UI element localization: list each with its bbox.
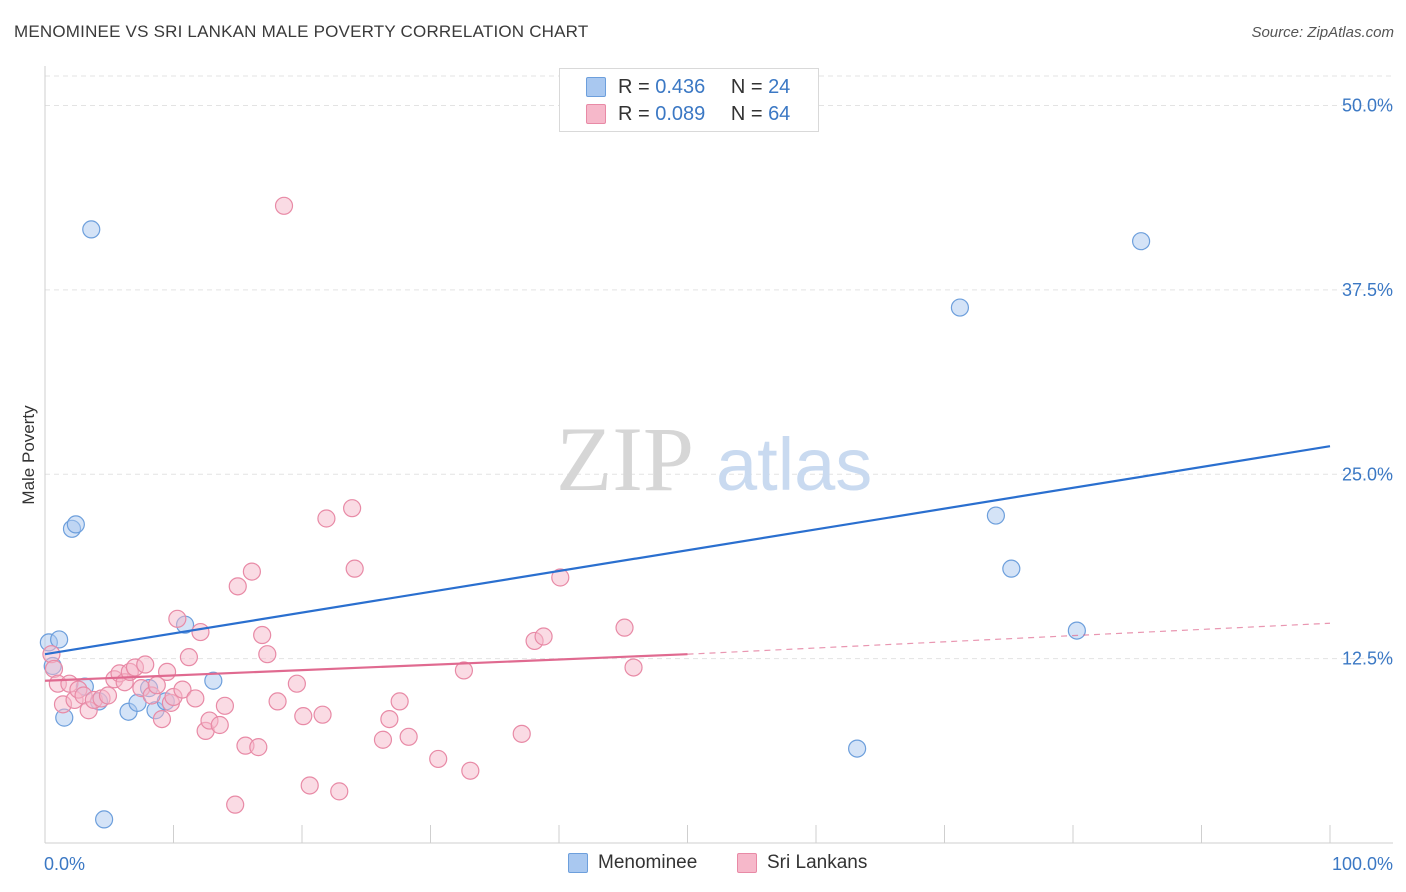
- sri-lankan-point: [173, 680, 192, 699]
- legend-row-sri-lankans: R = 0.089 N = 64: [586, 102, 790, 126]
- sri-lankan-point: [373, 730, 393, 749]
- menominee-point: [986, 506, 1006, 525]
- x-tick-label: 0.0%: [44, 854, 85, 874]
- bottom-legend-menominee: Menominee: [568, 852, 697, 874]
- legend-n-value: 24: [768, 75, 791, 98]
- sri-lankan-point: [191, 622, 210, 642]
- sri-lankan-point: [512, 724, 531, 743]
- bottom-legend-label-menominee: Menominee: [598, 852, 698, 873]
- bottom-legend-sri-lankans: Sri Lankans: [737, 852, 867, 874]
- legend-r-label: R =: [618, 75, 650, 98]
- bottom-swatch-sri-lankans: [737, 853, 757, 873]
- sri-lankan-point: [179, 648, 199, 667]
- points-layer: [39, 196, 1151, 829]
- menominee-point: [1132, 232, 1151, 251]
- menominee-point: [95, 810, 114, 829]
- sri-lankan-point: [294, 707, 313, 726]
- sri-lankan-point: [215, 696, 234, 715]
- menominee-point: [50, 630, 69, 649]
- sri-lankan-point: [461, 761, 480, 780]
- sri-lankan-point: [186, 689, 205, 708]
- sri-lankan-point: [624, 658, 643, 677]
- y-tick-label: 50.0%: [1342, 96, 1393, 116]
- sri-lankan-point: [157, 662, 177, 682]
- y-tick-label: 12.5%: [1342, 649, 1393, 669]
- bottom-legend-label-sri-lankans: Sri Lankans: [767, 852, 868, 873]
- watermark: ZIP atlas: [556, 408, 872, 510]
- watermark-atlas: atlas: [716, 423, 872, 506]
- y-tick-label: 37.5%: [1342, 280, 1393, 300]
- sri-lankan-point: [253, 625, 272, 645]
- menominee-point: [204, 671, 223, 690]
- trend-layer: [44, 445, 1331, 682]
- sri-lankan-point: [228, 577, 247, 596]
- sri-lankan-point: [615, 618, 634, 637]
- legend-row-menominee: R = 0.436 N = 24: [586, 75, 790, 99]
- sri-lankan-point: [330, 782, 349, 801]
- sri-lankan-point: [152, 709, 172, 729]
- axis-layer: [44, 66, 1393, 844]
- sri-lankan-point: [249, 738, 268, 757]
- sri-lankan-point: [168, 609, 187, 628]
- sri-lankan-point: [313, 705, 332, 724]
- sri-lankan-point: [98, 686, 118, 705]
- legend-n-label: N =: [730, 75, 763, 98]
- legend-r-value: 0.436: [655, 75, 706, 98]
- sri-lankan-point: [136, 655, 155, 674]
- sri-lankan-point: [454, 661, 474, 680]
- sri-lankan-point: [317, 509, 336, 528]
- sri-lankan-point: [429, 749, 448, 769]
- sri-lankan-point: [343, 499, 362, 518]
- sri-lankan-point: [287, 674, 306, 693]
- sri-lankan-point: [300, 776, 319, 795]
- sri-lankan-point: [534, 627, 553, 646]
- sri-lankan-point: [258, 645, 277, 664]
- legend-n-label: N =: [730, 102, 763, 125]
- menominee-trend-line: [44, 445, 1331, 656]
- sri-lankan-point: [551, 568, 570, 587]
- bottom-swatch-menominee: [568, 853, 588, 873]
- sri-lankan-point: [274, 196, 294, 215]
- legend-swatch-sri-lankans: [586, 104, 606, 124]
- menominee-point: [1067, 621, 1086, 640]
- chart-source: Source: ZipAtlas.com: [1251, 24, 1394, 41]
- chart-title: MENOMINEE VS SRI LANKAN MALE POVERTY COR…: [14, 22, 589, 41]
- sri-lankan-point: [242, 562, 261, 581]
- x-tick-label: 100.0%: [1332, 854, 1393, 874]
- sri-lankan-trend-extension: [687, 622, 1331, 655]
- legend-r-label: R =: [618, 102, 650, 125]
- sri-lankan-point: [268, 692, 287, 711]
- watermark-zip: ZIP: [556, 408, 694, 510]
- menominee-point: [848, 739, 867, 758]
- legend-swatch-menominee: [586, 77, 606, 97]
- menominee-point: [1002, 559, 1021, 578]
- sri-lankan-point: [345, 559, 364, 578]
- sri-lankan-point: [226, 795, 245, 814]
- tick-labels: 12.5% 25.0% 37.5% 50.0% 0.0% 100.0%: [44, 96, 1393, 875]
- y-axis-label: Male Poverty: [19, 405, 38, 505]
- menominee-point: [82, 220, 101, 239]
- legend-box: R = 0.436 N = 24 R = 0.089 N = 64: [559, 68, 819, 132]
- y-tick-label: 25.0%: [1342, 464, 1393, 484]
- sri-lankan-point: [399, 727, 418, 746]
- legend-r-value: 0.089: [655, 102, 706, 125]
- sri-lankan-trend-line: [44, 653, 688, 682]
- sri-lankan-point: [380, 709, 399, 729]
- sri-lankan-point: [390, 692, 409, 711]
- sri-lankan-point: [210, 715, 229, 735]
- legend-n-value: 64: [768, 102, 791, 125]
- menominee-point: [950, 298, 970, 317]
- menominee-point: [66, 515, 85, 534]
